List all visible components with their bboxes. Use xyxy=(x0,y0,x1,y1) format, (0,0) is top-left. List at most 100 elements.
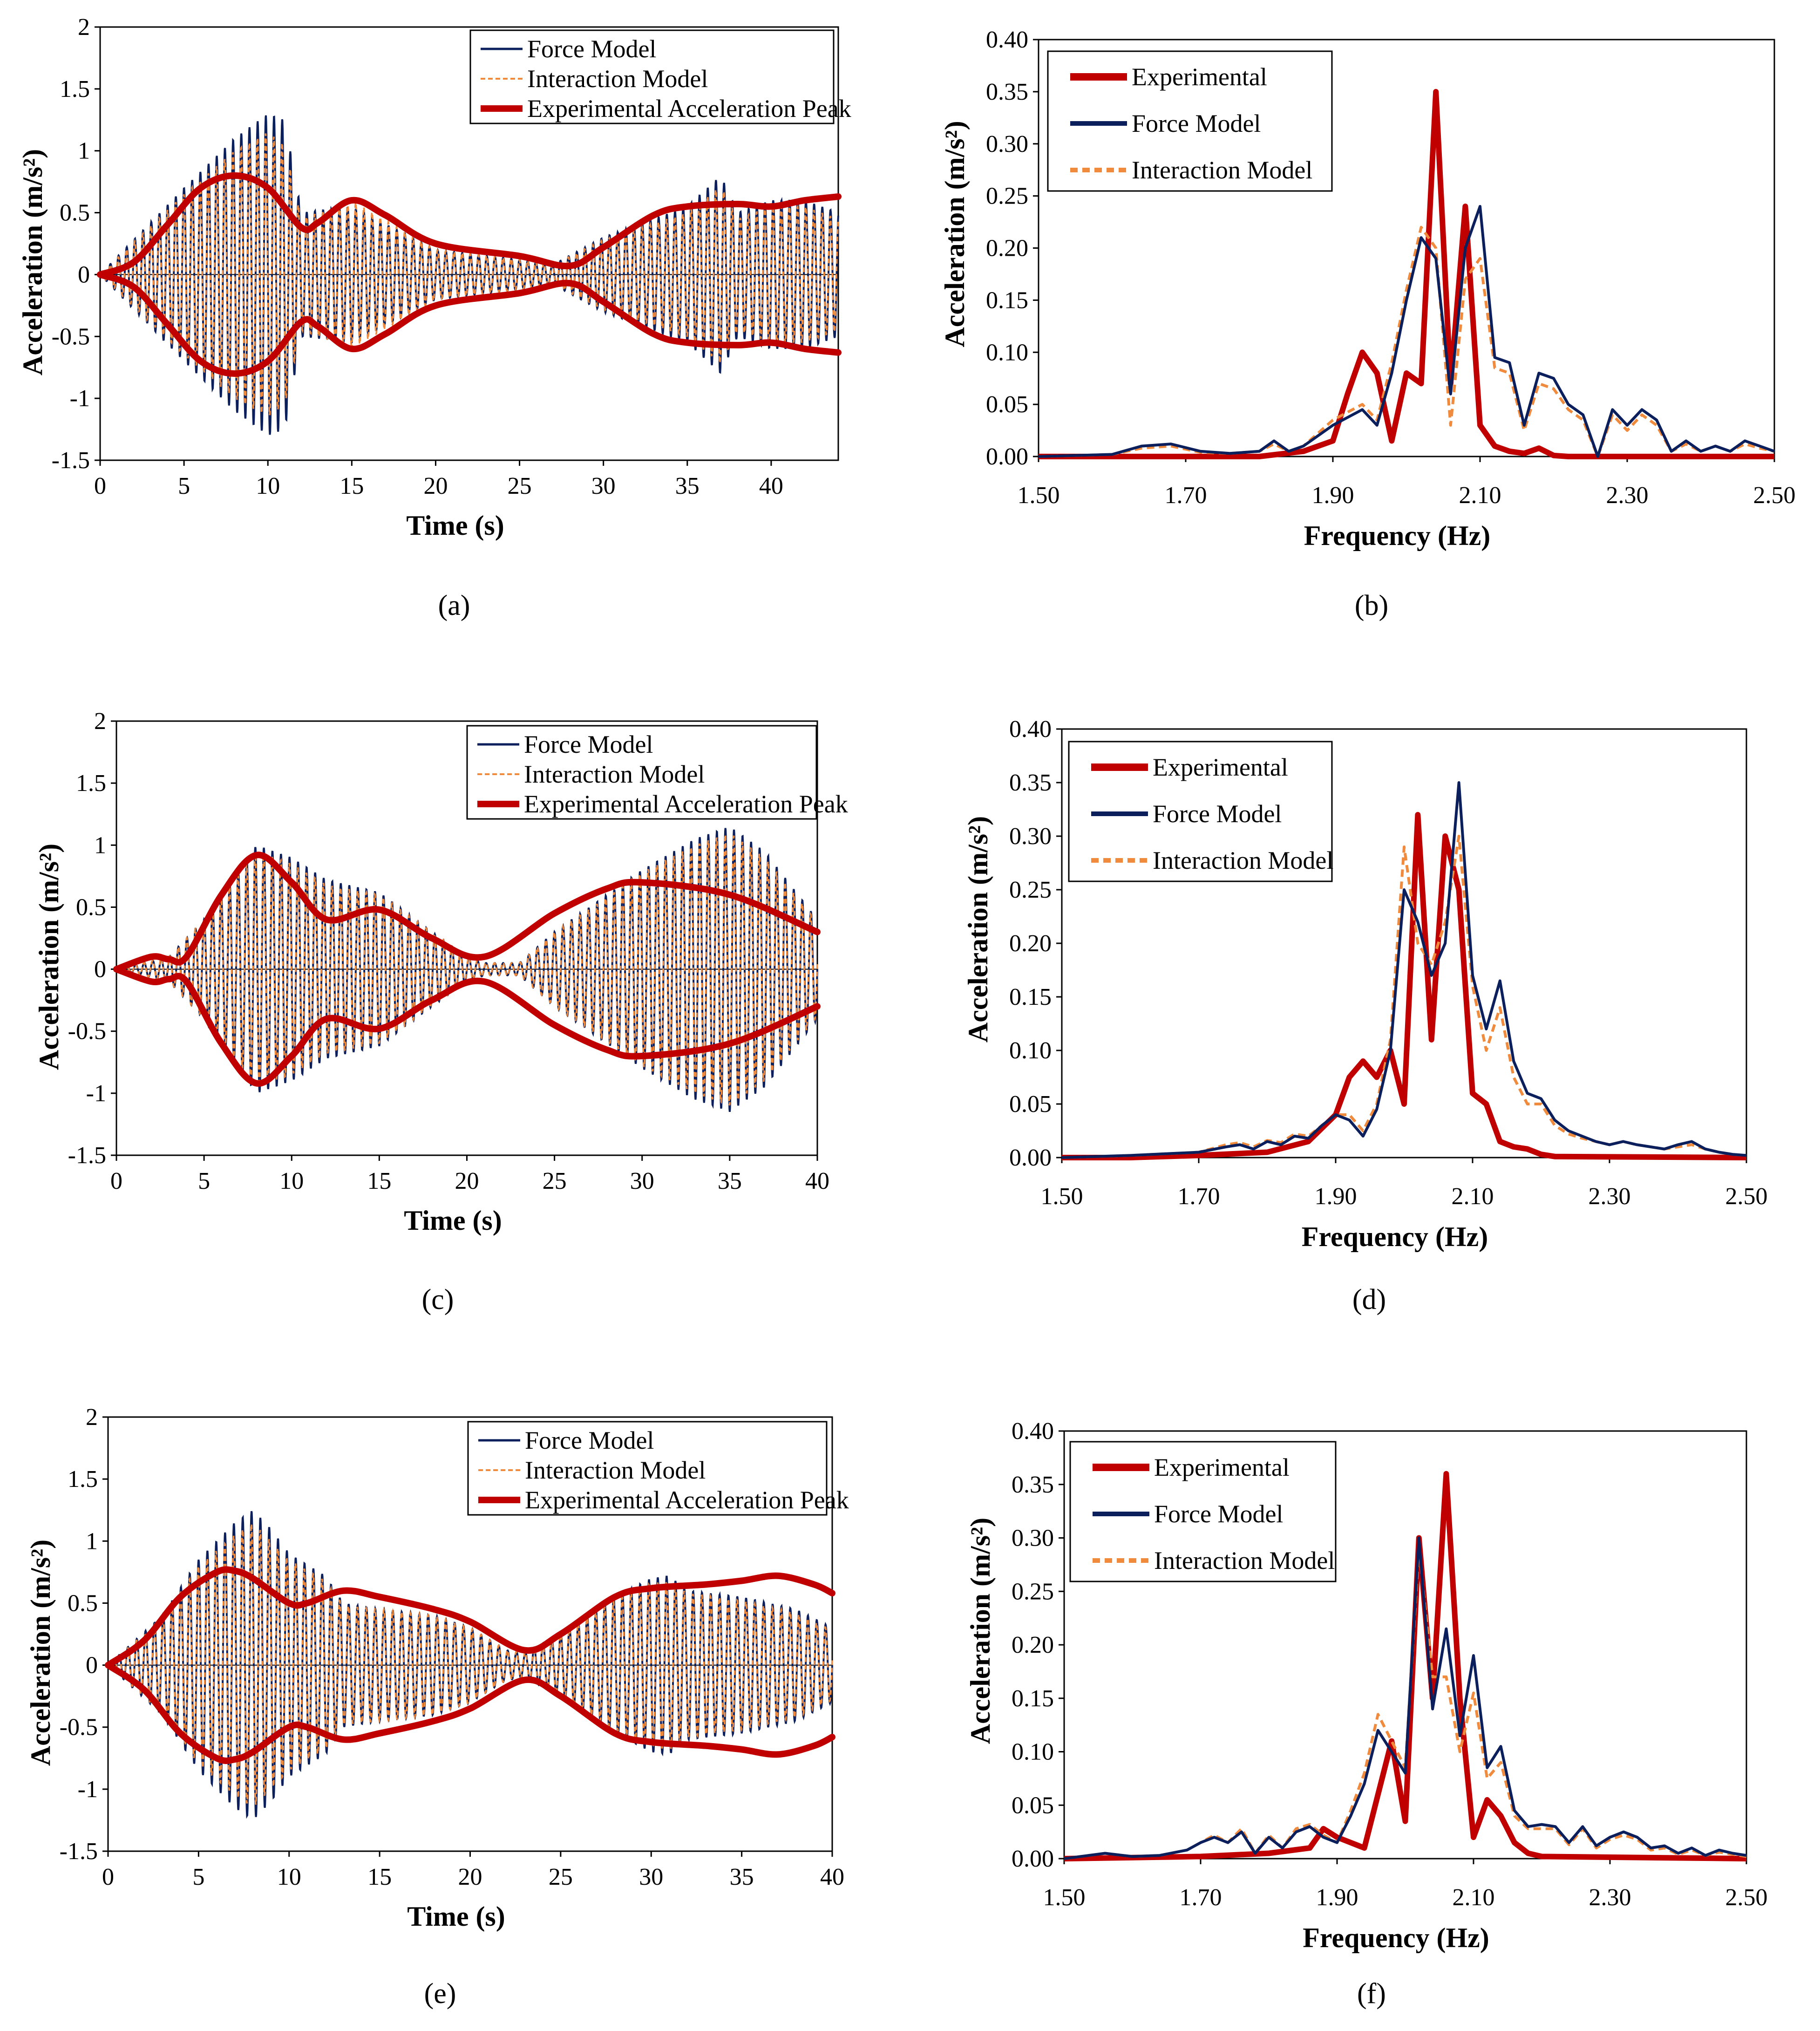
x-tick-label: 20 xyxy=(455,1168,479,1194)
legend-label: Experimental xyxy=(1153,753,1288,781)
y-tick-label: -1 xyxy=(86,1080,106,1107)
x-tick-label: 20 xyxy=(458,1864,482,1890)
legend-label: Force Model xyxy=(1154,1500,1283,1528)
x-axis-title: Frequency (Hz) xyxy=(1303,1922,1489,1953)
y-tick-label: 0.20 xyxy=(1012,1632,1054,1658)
x-tick-label: 1.50 xyxy=(1041,1183,1083,1210)
x-axis-title: Frequency (Hz) xyxy=(1304,520,1490,551)
series-experimental xyxy=(1064,1471,1747,1861)
chart-panel-b: 0.40 0.35 0.30 0.25 0.20 0.15 0.10 0.05 0.00 1.50… xyxy=(939,27,1796,551)
chart-panel-d: 0.40 0.35 0.30 0.25 0.20 0.15 0.10 0.05 0.00 1.50… xyxy=(963,716,1768,1252)
y-tick-label: 1 xyxy=(94,832,106,859)
legend-label: Experimental xyxy=(1154,1453,1290,1481)
y-tick-label: 0.00 xyxy=(1009,1145,1052,1171)
y-axis-title: Acceleration (m/s²) xyxy=(939,121,970,347)
x-axis-title: Time (s) xyxy=(406,510,504,541)
y-tick-label: 0.35 xyxy=(1009,770,1052,796)
y-tick-label: 2 xyxy=(86,1404,98,1431)
x-tick-label: 30 xyxy=(639,1864,663,1890)
x-tick-label: 5 xyxy=(178,473,190,499)
y-tick-label: 0.25 xyxy=(1012,1578,1054,1605)
legend-label: Force Model xyxy=(524,730,653,758)
series-interaction-model xyxy=(116,831,818,1106)
y-axis-title: Acceleration (m/s²) xyxy=(965,1518,996,1744)
y-tick-label: 0.35 xyxy=(1012,1472,1054,1498)
x-tick-label: 2.50 xyxy=(1753,482,1796,509)
x-tick-label: 2.50 xyxy=(1725,1183,1768,1210)
series-force-model xyxy=(1038,205,1775,458)
x-tick-label: 15 xyxy=(367,1864,392,1890)
y-tick-label: -1.5 xyxy=(60,1838,98,1865)
x-tick-label: 1.90 xyxy=(1316,1884,1358,1911)
x-tick-label: 25 xyxy=(543,1168,567,1194)
series-interaction-model xyxy=(100,133,839,416)
y-tick-label: 2 xyxy=(94,708,106,735)
y-tick-label: 0.20 xyxy=(1009,930,1052,957)
legend-label: Experimental xyxy=(1132,63,1267,91)
series-experimental xyxy=(1062,812,1747,1160)
y-axis-title: Acceleration (m/s²) xyxy=(17,149,48,375)
legend: Experimental Force Model Interaction Model xyxy=(1068,741,1333,882)
y-tick-label: 0.30 xyxy=(1009,823,1052,850)
y-tick-label: 0.10 xyxy=(986,339,1028,366)
y-tick-label: 0.05 xyxy=(986,391,1028,418)
panel-caption: (e) xyxy=(424,1978,456,2010)
x-tick-label: 1.90 xyxy=(1312,482,1354,509)
y-tick-label: 0.25 xyxy=(986,183,1028,210)
series-interaction-model xyxy=(1061,835,1747,1159)
legend-label: Interaction Model xyxy=(1154,1547,1335,1574)
series-experimental-peak-lower xyxy=(113,966,821,1087)
y-tick-label: 0.35 xyxy=(986,79,1028,105)
x-tick-label: 10 xyxy=(256,473,280,499)
y-tick-label: 0.10 xyxy=(1009,1037,1052,1064)
x-tick-label: 2.30 xyxy=(1606,482,1649,509)
y-tick-label: 0 xyxy=(86,1652,98,1679)
x-tick-label: 15 xyxy=(367,1168,391,1194)
y-tick-label: -1.5 xyxy=(52,447,90,474)
panel-caption: (d) xyxy=(1352,1284,1386,1315)
y-axis-title: Acceleration (m/s²) xyxy=(963,816,993,1043)
y-tick-label: 0.5 xyxy=(68,1590,98,1616)
series-force-model xyxy=(108,1511,833,1819)
x-tick-label: 30 xyxy=(591,473,616,499)
legend-label: Experimental Acceleration Peak xyxy=(527,95,851,123)
x-tick-label: 0 xyxy=(102,1864,114,1890)
legend-label: Interaction Model xyxy=(527,65,708,93)
y-axis-title: Acceleration (m/s²) xyxy=(25,1540,56,1766)
x-tick-label: 40 xyxy=(820,1864,844,1890)
y-tick-label: 0.15 xyxy=(1012,1685,1054,1712)
x-tick-label: 1.90 xyxy=(1315,1183,1357,1210)
legend-label: Force Model xyxy=(1132,109,1261,137)
series-experimental-peak-lower xyxy=(97,271,842,377)
series-experimental-peak-upper xyxy=(97,172,842,278)
y-tick-label: 1.5 xyxy=(68,1466,98,1493)
y-tick-label: -0.5 xyxy=(52,323,90,350)
x-tick-label: 40 xyxy=(805,1168,829,1194)
y-tick-label: -0.5 xyxy=(60,1714,98,1741)
legend-box xyxy=(469,29,835,124)
series-interaction-model xyxy=(1038,225,1775,458)
x-tick-label: 1.50 xyxy=(1018,482,1060,509)
x-tick-label: 0 xyxy=(110,1168,122,1194)
series-experimental xyxy=(1039,89,1774,459)
x-tick-label: 2.30 xyxy=(1589,1884,1631,1911)
y-tick-label: 0.00 xyxy=(986,443,1028,470)
chart-panel-c: 21.510.50-0.5-1-1.50 5 10 15 20 25 30 35 40Time … xyxy=(34,708,848,1236)
x-tick-label: 10 xyxy=(279,1168,304,1194)
x-tick-label: 10 xyxy=(277,1864,301,1890)
x-tick-label: 1.50 xyxy=(1043,1884,1086,1911)
y-tick-label: 0 xyxy=(78,261,90,288)
plot-frame xyxy=(99,26,839,461)
y-tick-label: 0.25 xyxy=(1009,877,1052,903)
panel-caption: (c) xyxy=(422,1284,454,1315)
y-tick-label: -1.5 xyxy=(68,1142,106,1169)
x-tick-label: 2.10 xyxy=(1459,482,1501,509)
y-tick-label: -1 xyxy=(70,385,90,412)
y-tick-label: 0.05 xyxy=(1009,1091,1052,1118)
x-tick-label: 2.10 xyxy=(1452,1183,1494,1210)
x-tick-label: 5 xyxy=(192,1864,204,1890)
x-tick-label: 1.70 xyxy=(1165,482,1207,509)
